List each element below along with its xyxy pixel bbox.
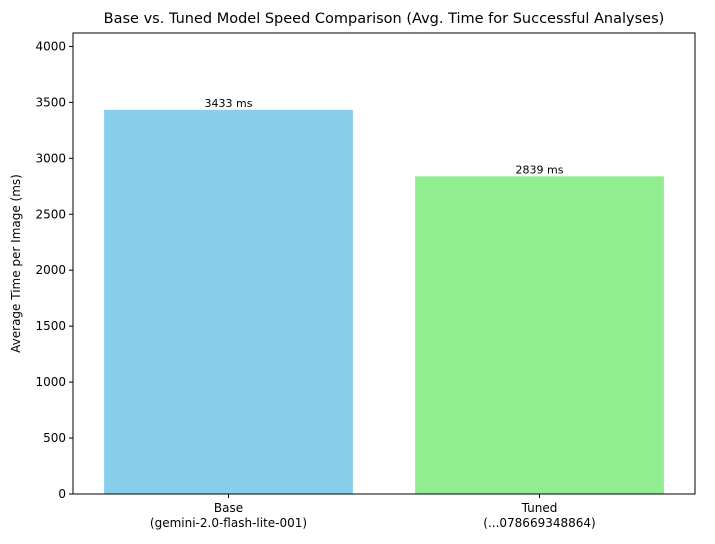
y-tick-label: 4000 xyxy=(35,39,66,53)
y-tick-label: 1500 xyxy=(35,319,66,333)
x-tick-sublabel: (gemini-2.0-flash-lite-001) xyxy=(150,516,307,530)
x-tick-label: Base xyxy=(214,501,243,515)
data-labels-group: 3433 ms 2839 ms xyxy=(205,97,564,176)
bar-tuned xyxy=(415,176,664,494)
chart-title: Base vs. Tuned Model Speed Comparison (A… xyxy=(104,11,665,27)
data-label: 2839 ms xyxy=(516,163,564,176)
y-axis-label: Average Time per Image (ms) xyxy=(9,174,23,353)
data-label: 3433 ms xyxy=(205,97,253,110)
y-tick-label: 2500 xyxy=(35,207,66,221)
y-tick-label: 0 xyxy=(58,487,66,501)
y-axis: 0 500 1000 1500 2000 2500 3000 3500 4000 xyxy=(35,39,73,501)
y-tick-label: 2000 xyxy=(35,263,66,277)
y-tick-label: 3000 xyxy=(35,151,66,165)
bar-base xyxy=(104,109,353,494)
y-tick-label: 500 xyxy=(43,431,66,445)
x-axis: Base(gemini-2.0-flash-lite-001) Tuned(...… xyxy=(150,494,596,530)
y-tick-label: 1000 xyxy=(35,375,66,389)
x-tick-sublabel: (...078669348864) xyxy=(483,516,595,530)
plot-frame xyxy=(72,32,696,495)
y-tick-label: 3500 xyxy=(35,95,66,109)
bars-group xyxy=(104,109,664,494)
x-tick-label: Tuned xyxy=(521,501,558,515)
